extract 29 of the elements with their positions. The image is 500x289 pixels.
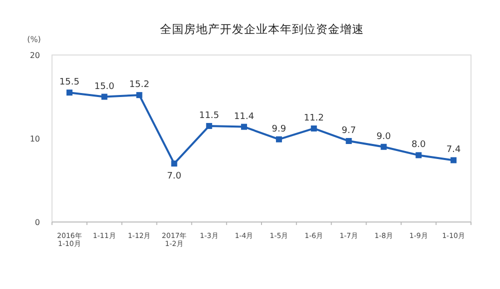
point	[206, 122, 212, 129]
point	[346, 138, 352, 144]
data-label: 11.2	[304, 113, 324, 124]
point	[136, 92, 142, 98]
y-tick-label: 0	[34, 218, 40, 227]
data-label: 15.0	[94, 82, 115, 92]
point	[380, 144, 387, 150]
point	[101, 94, 108, 100]
point	[310, 125, 317, 132]
point	[241, 124, 248, 130]
point	[276, 136, 282, 142]
y-axis-title: (%)	[27, 35, 41, 44]
data-label: 7.0	[167, 172, 182, 182]
data-label: 9.9	[272, 124, 286, 134]
data-label: 8.0	[411, 140, 426, 150]
chart-title: 全国房地产开发企业本年到位资金增速	[160, 22, 364, 36]
y-tick-label: 20	[30, 51, 40, 60]
point	[66, 90, 72, 96]
data-label: 15.2	[129, 80, 150, 90]
data-label: 9.7	[342, 126, 356, 136]
data-label: 7.4	[446, 145, 461, 156]
data-label: 15.5	[59, 78, 80, 88]
point	[171, 160, 178, 167]
point	[450, 157, 457, 164]
point	[416, 152, 422, 158]
data-label: 9.0	[376, 132, 392, 142]
data-label: 11.4	[234, 112, 254, 122]
data-label: 11.5	[199, 110, 220, 121]
y-tick-label: 10	[30, 134, 40, 144]
